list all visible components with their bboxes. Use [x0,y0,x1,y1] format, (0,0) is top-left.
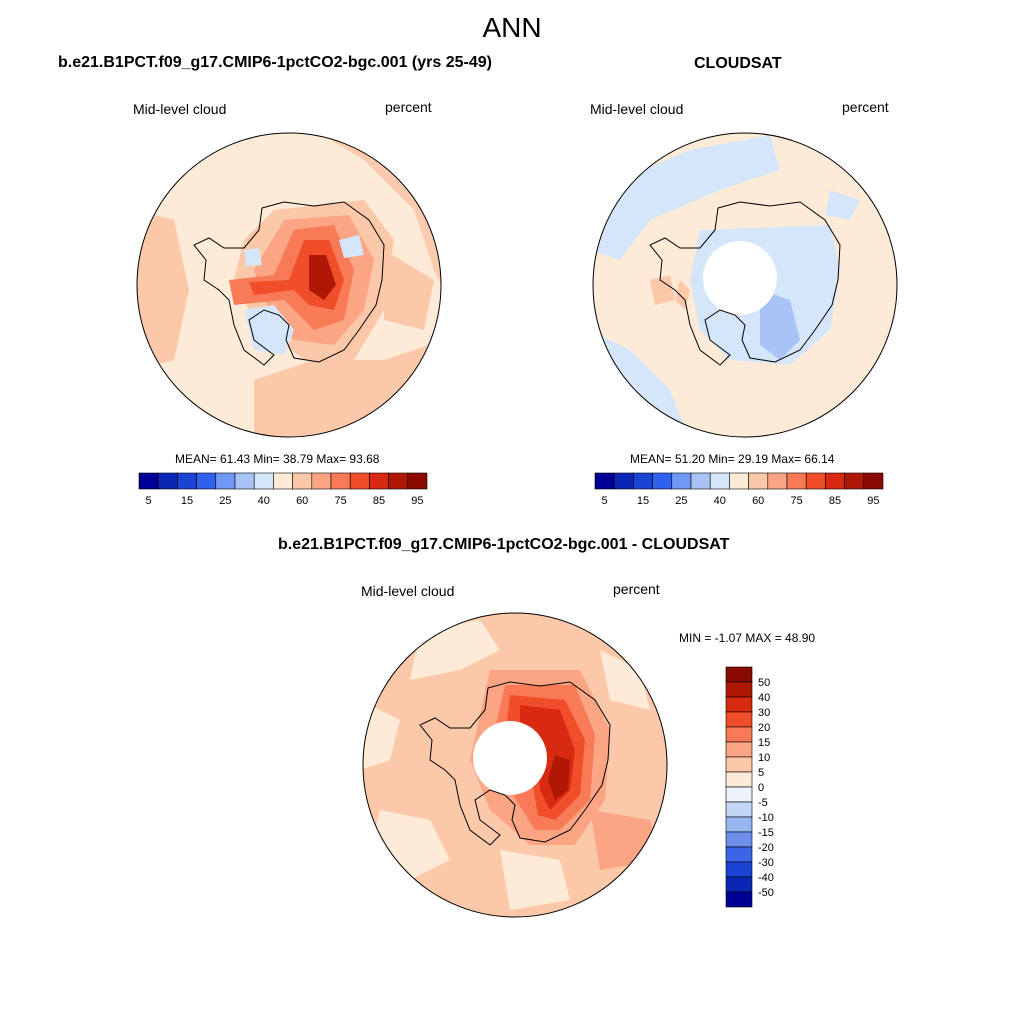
colorbar-box [729,472,749,490]
colorbar-box [652,472,673,490]
panel1-polar-map [136,132,442,438]
colorbar-tick-label: 5 [758,767,764,779]
colorbar-tick-label: -40 [758,872,774,884]
colorbar-box [330,472,351,490]
panel2-variable-label: Mid-level cloud [590,101,684,117]
colorbar-box [234,472,255,490]
colorbar-box [177,472,197,490]
panel2-title: CLOUDSAT [694,55,782,72]
colorbar-tick-label: 10 [758,752,770,764]
colorbar-tick-label: 15 [181,495,193,507]
colorbar-tick-label: 40 [758,692,770,704]
panel1-variable-label: Mid-level cloud [133,101,227,117]
panel3-variable-label: Mid-level cloud [361,583,455,599]
colorbar-box [725,831,753,848]
colorbar-tick-label: 95 [867,495,879,507]
colorbar-box [709,472,730,490]
panel2-colorbar: 5 15 25 40 60 75 85 95 [594,472,884,507]
colorbar-box [349,472,370,490]
colorbar-box [157,472,178,490]
colorbar-box [613,472,634,490]
colorbar-tick-label: 60 [296,495,308,507]
colorbar-box [748,472,769,490]
colorbar-box [633,472,653,490]
colorbar-box [725,681,753,698]
colorbar-box [844,472,865,490]
colorbar-box [407,472,428,490]
panel3-units-label: percent [613,581,660,597]
colorbar-box [725,741,753,758]
colorbar-box [725,711,753,728]
colorbar-box [725,801,753,818]
colorbar-tick-label: 50 [758,677,770,689]
colorbar-box [725,876,753,893]
colorbar-box [311,472,332,490]
colorbar-box [273,472,293,490]
colorbar-box [863,472,884,490]
colorbar-box [725,696,753,713]
colorbar-tick-label: -15 [758,827,774,839]
panel1-title: b.e21.B1PCT.f09_g17.CMIP6-1pctCO2-bgc.00… [58,54,492,71]
colorbar-tick-label: 5 [602,495,608,507]
colorbar-box [253,472,274,490]
colorbar-tick-label: 30 [758,707,770,719]
panel1-units-label: percent [385,99,432,115]
colorbar-box [825,472,845,490]
panel3-stats: MIN = -1.07 MAX = 48.90 [679,631,816,645]
panel2-stats: MEAN= 51.20 Min= 29.19 Max= 66.14 [630,452,835,466]
colorbar-box [215,472,236,490]
colorbar-box [725,816,753,833]
colorbar-box [594,472,615,490]
colorbar-tick-label: -30 [758,857,774,869]
colorbar-box [786,472,807,490]
colorbar-box [388,472,409,490]
colorbar-tick-label: 25 [675,495,687,507]
panel1-stats: MEAN= 61.43 Min= 38.79 Max= 93.68 [175,452,380,466]
colorbar-box [805,472,826,490]
colorbar-tick-label: 75 [334,495,346,507]
colorbar-tick-label: 60 [752,495,764,507]
colorbar-tick-label: 95 [411,495,423,507]
colorbar-tick-label: 25 [219,495,231,507]
colorbar-tick-label: -50 [758,887,774,899]
colorbar-box [292,472,313,490]
colorbar-tick-label: -20 [758,842,774,854]
panel2-units-label: percent [842,99,889,115]
colorbar-tick-label: 0 [758,782,764,794]
colorbar-tick-label: 75 [790,495,802,507]
colorbar-tick-label: 5 [146,495,152,507]
colorbar-box [725,891,753,908]
colorbar-tick-label: 15 [637,495,649,507]
colorbar-box [725,786,753,803]
colorbar-tick-label: 40 [258,495,270,507]
colorbar-box [725,666,753,683]
panel1-colorbar: 5 15 25 40 60 75 85 95 [138,472,428,507]
colorbar-tick-label: 40 [714,495,726,507]
colorbar-box [725,756,753,773]
colorbar-box [138,472,159,490]
colorbar-box [767,472,788,490]
colorbar-box [196,472,217,490]
figure-title: ANN [482,12,542,43]
colorbar-tick-label: -10 [758,812,774,824]
panel2-polar-map [592,132,898,438]
colorbar-box [690,472,711,490]
colorbar-box [725,846,753,863]
colorbar-tick-label: 20 [758,722,770,734]
colorbar-tick-label: -5 [758,797,768,809]
colorbar-box [725,771,753,788]
colorbar-box [725,726,753,743]
colorbar-tick-label: 15 [758,737,770,749]
colorbar-box [725,861,753,878]
colorbar-tick-label: 85 [373,495,385,507]
colorbar-box [369,472,389,490]
colorbar-box [671,472,692,490]
panel3-title: b.e21.B1PCT.f09_g17.CMIP6-1pctCO2-bgc.00… [278,536,730,553]
colorbar-tick-label: 85 [829,495,841,507]
panel3-polar-map [362,612,668,918]
